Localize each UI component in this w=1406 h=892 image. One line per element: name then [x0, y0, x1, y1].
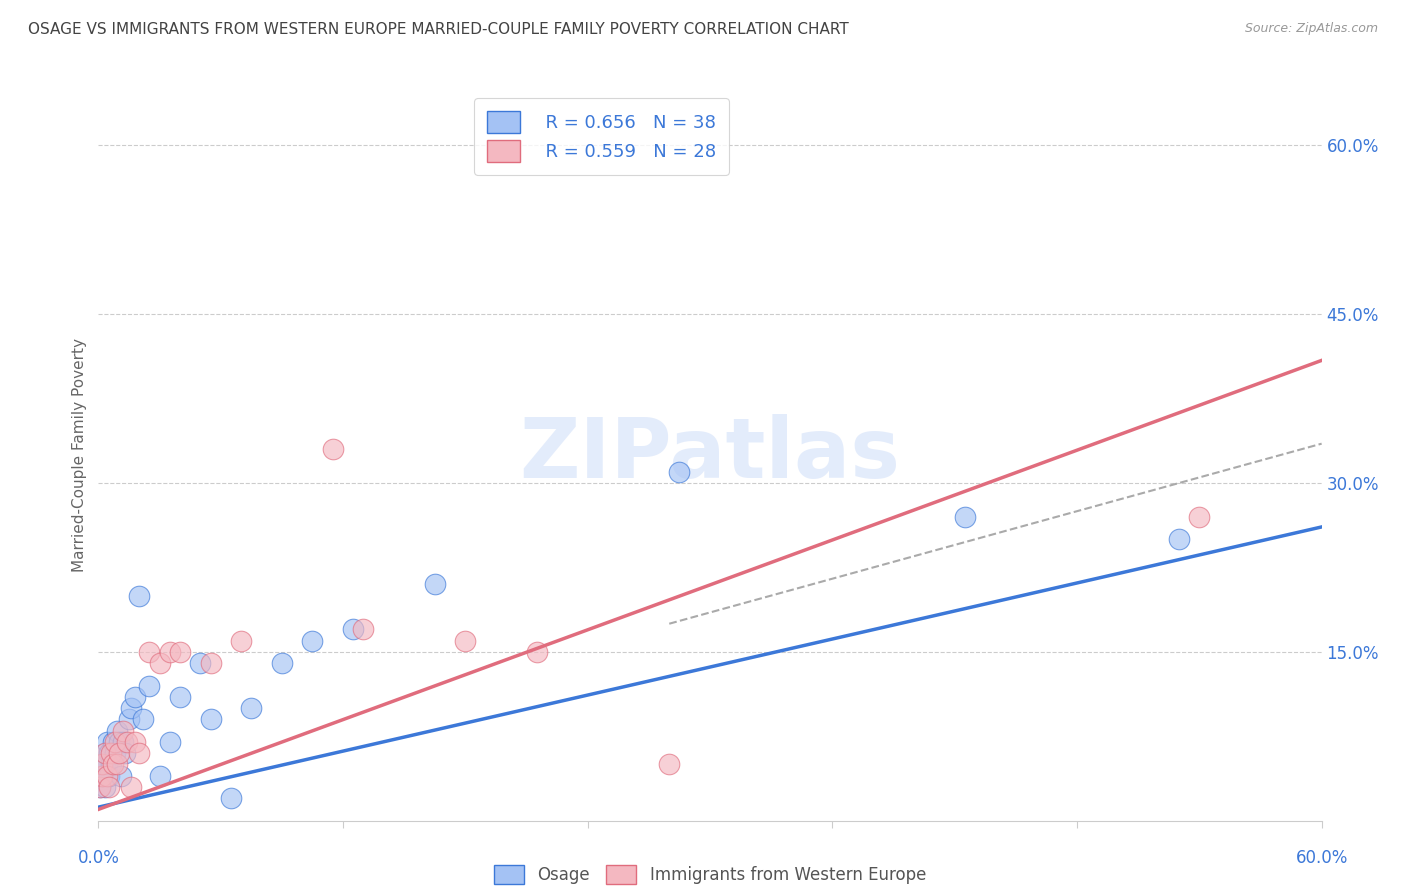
Point: [454, 633, 477, 648]
Text: ZIPatlas: ZIPatlas: [520, 415, 900, 495]
Point: [138, 679, 160, 693]
Point: [159, 735, 181, 749]
Y-axis label: Married-Couple Family Poverty: Married-Couple Family Poverty: [72, 338, 87, 572]
Point: [200, 656, 222, 670]
Point: [93, 746, 115, 760]
Point: [132, 712, 155, 726]
Point: [188, 656, 212, 670]
Text: Source: ZipAtlas.com: Source: ZipAtlas.com: [1244, 22, 1378, 36]
Point: [149, 656, 172, 670]
Point: [352, 623, 374, 637]
Point: [231, 633, 253, 648]
Point: [91, 757, 114, 772]
Point: [240, 701, 263, 715]
Point: [124, 735, 146, 749]
Point: [89, 780, 111, 794]
Point: [91, 757, 114, 772]
Point: [159, 645, 181, 659]
Point: [423, 577, 446, 591]
Point: [89, 780, 111, 794]
Point: [115, 735, 138, 749]
Point: [169, 690, 191, 704]
Point: [96, 735, 118, 749]
Point: [105, 757, 128, 772]
Text: OSAGE VS IMMIGRANTS FROM WESTERN EUROPE MARRIED-COUPLE FAMILY POVERTY CORRELATIO: OSAGE VS IMMIGRANTS FROM WESTERN EUROPE …: [28, 22, 849, 37]
Point: [526, 645, 548, 659]
Point: [120, 780, 142, 794]
Point: [1167, 533, 1189, 547]
Point: [149, 769, 172, 783]
Point: [322, 442, 344, 457]
Point: [138, 645, 160, 659]
Point: [91, 769, 114, 783]
Point: [668, 465, 690, 479]
Text: 60.0%: 60.0%: [1295, 849, 1348, 867]
Point: [342, 623, 364, 637]
Point: [96, 757, 118, 772]
Point: [91, 769, 114, 783]
Point: [97, 746, 120, 760]
Point: [118, 712, 141, 726]
Point: [96, 769, 118, 783]
Point: [169, 645, 191, 659]
Point: [128, 589, 150, 603]
Point: [93, 757, 115, 772]
Point: [97, 769, 120, 783]
Point: [301, 633, 323, 648]
Text: 0.0%: 0.0%: [77, 849, 120, 867]
Point: [270, 656, 294, 670]
Point: [108, 735, 131, 749]
Point: [101, 757, 124, 772]
Point: [953, 509, 976, 524]
Point: [114, 746, 136, 760]
Point: [658, 757, 681, 772]
Point: [128, 746, 150, 760]
Point: [110, 769, 132, 783]
Point: [111, 735, 134, 749]
Point: [1188, 509, 1211, 524]
Point: [100, 757, 122, 772]
Point: [120, 701, 142, 715]
Point: [93, 780, 115, 794]
Point: [104, 746, 127, 760]
Point: [104, 735, 127, 749]
Point: [101, 735, 124, 749]
Point: [219, 791, 242, 805]
Point: [97, 780, 120, 794]
Point: [105, 723, 128, 738]
Point: [93, 746, 115, 760]
Point: [124, 690, 146, 704]
Point: [200, 712, 222, 726]
Point: [111, 723, 134, 738]
Point: [108, 746, 131, 760]
Point: [100, 746, 122, 760]
Legend: Osage, Immigrants from Western Europe: Osage, Immigrants from Western Europe: [485, 857, 935, 892]
